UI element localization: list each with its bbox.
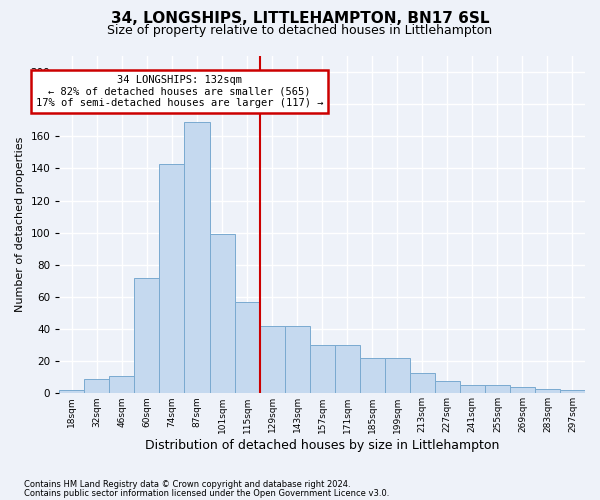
Bar [184, 122, 209, 394]
Bar [310, 345, 335, 394]
Bar [284, 326, 310, 394]
Bar [460, 386, 485, 394]
Text: 34, LONGSHIPS, LITTLEHAMPTON, BN17 6SL: 34, LONGSHIPS, LITTLEHAMPTON, BN17 6SL [111, 11, 489, 26]
Text: 34 LONGSHIPS: 132sqm
← 82% of detached houses are smaller (565)
17% of semi-deta: 34 LONGSHIPS: 132sqm ← 82% of detached h… [36, 74, 323, 108]
Bar [535, 388, 560, 394]
Bar [560, 390, 585, 394]
Text: Size of property relative to detached houses in Littlehampton: Size of property relative to detached ho… [107, 24, 493, 37]
Bar [485, 386, 510, 394]
Bar [410, 372, 435, 394]
Bar [160, 164, 184, 394]
Bar [109, 376, 134, 394]
Text: Contains HM Land Registry data © Crown copyright and database right 2024.: Contains HM Land Registry data © Crown c… [24, 480, 350, 489]
Bar [385, 358, 410, 394]
Bar [435, 380, 460, 394]
Bar [85, 379, 109, 394]
Bar [209, 234, 235, 394]
Bar [59, 390, 85, 394]
Y-axis label: Number of detached properties: Number of detached properties [15, 137, 25, 312]
Bar [510, 387, 535, 394]
Bar [134, 278, 160, 394]
Bar [335, 345, 360, 394]
Bar [260, 326, 284, 394]
Bar [360, 358, 385, 394]
Text: Contains public sector information licensed under the Open Government Licence v3: Contains public sector information licen… [24, 488, 389, 498]
Bar [235, 302, 260, 394]
X-axis label: Distribution of detached houses by size in Littlehampton: Distribution of detached houses by size … [145, 440, 499, 452]
